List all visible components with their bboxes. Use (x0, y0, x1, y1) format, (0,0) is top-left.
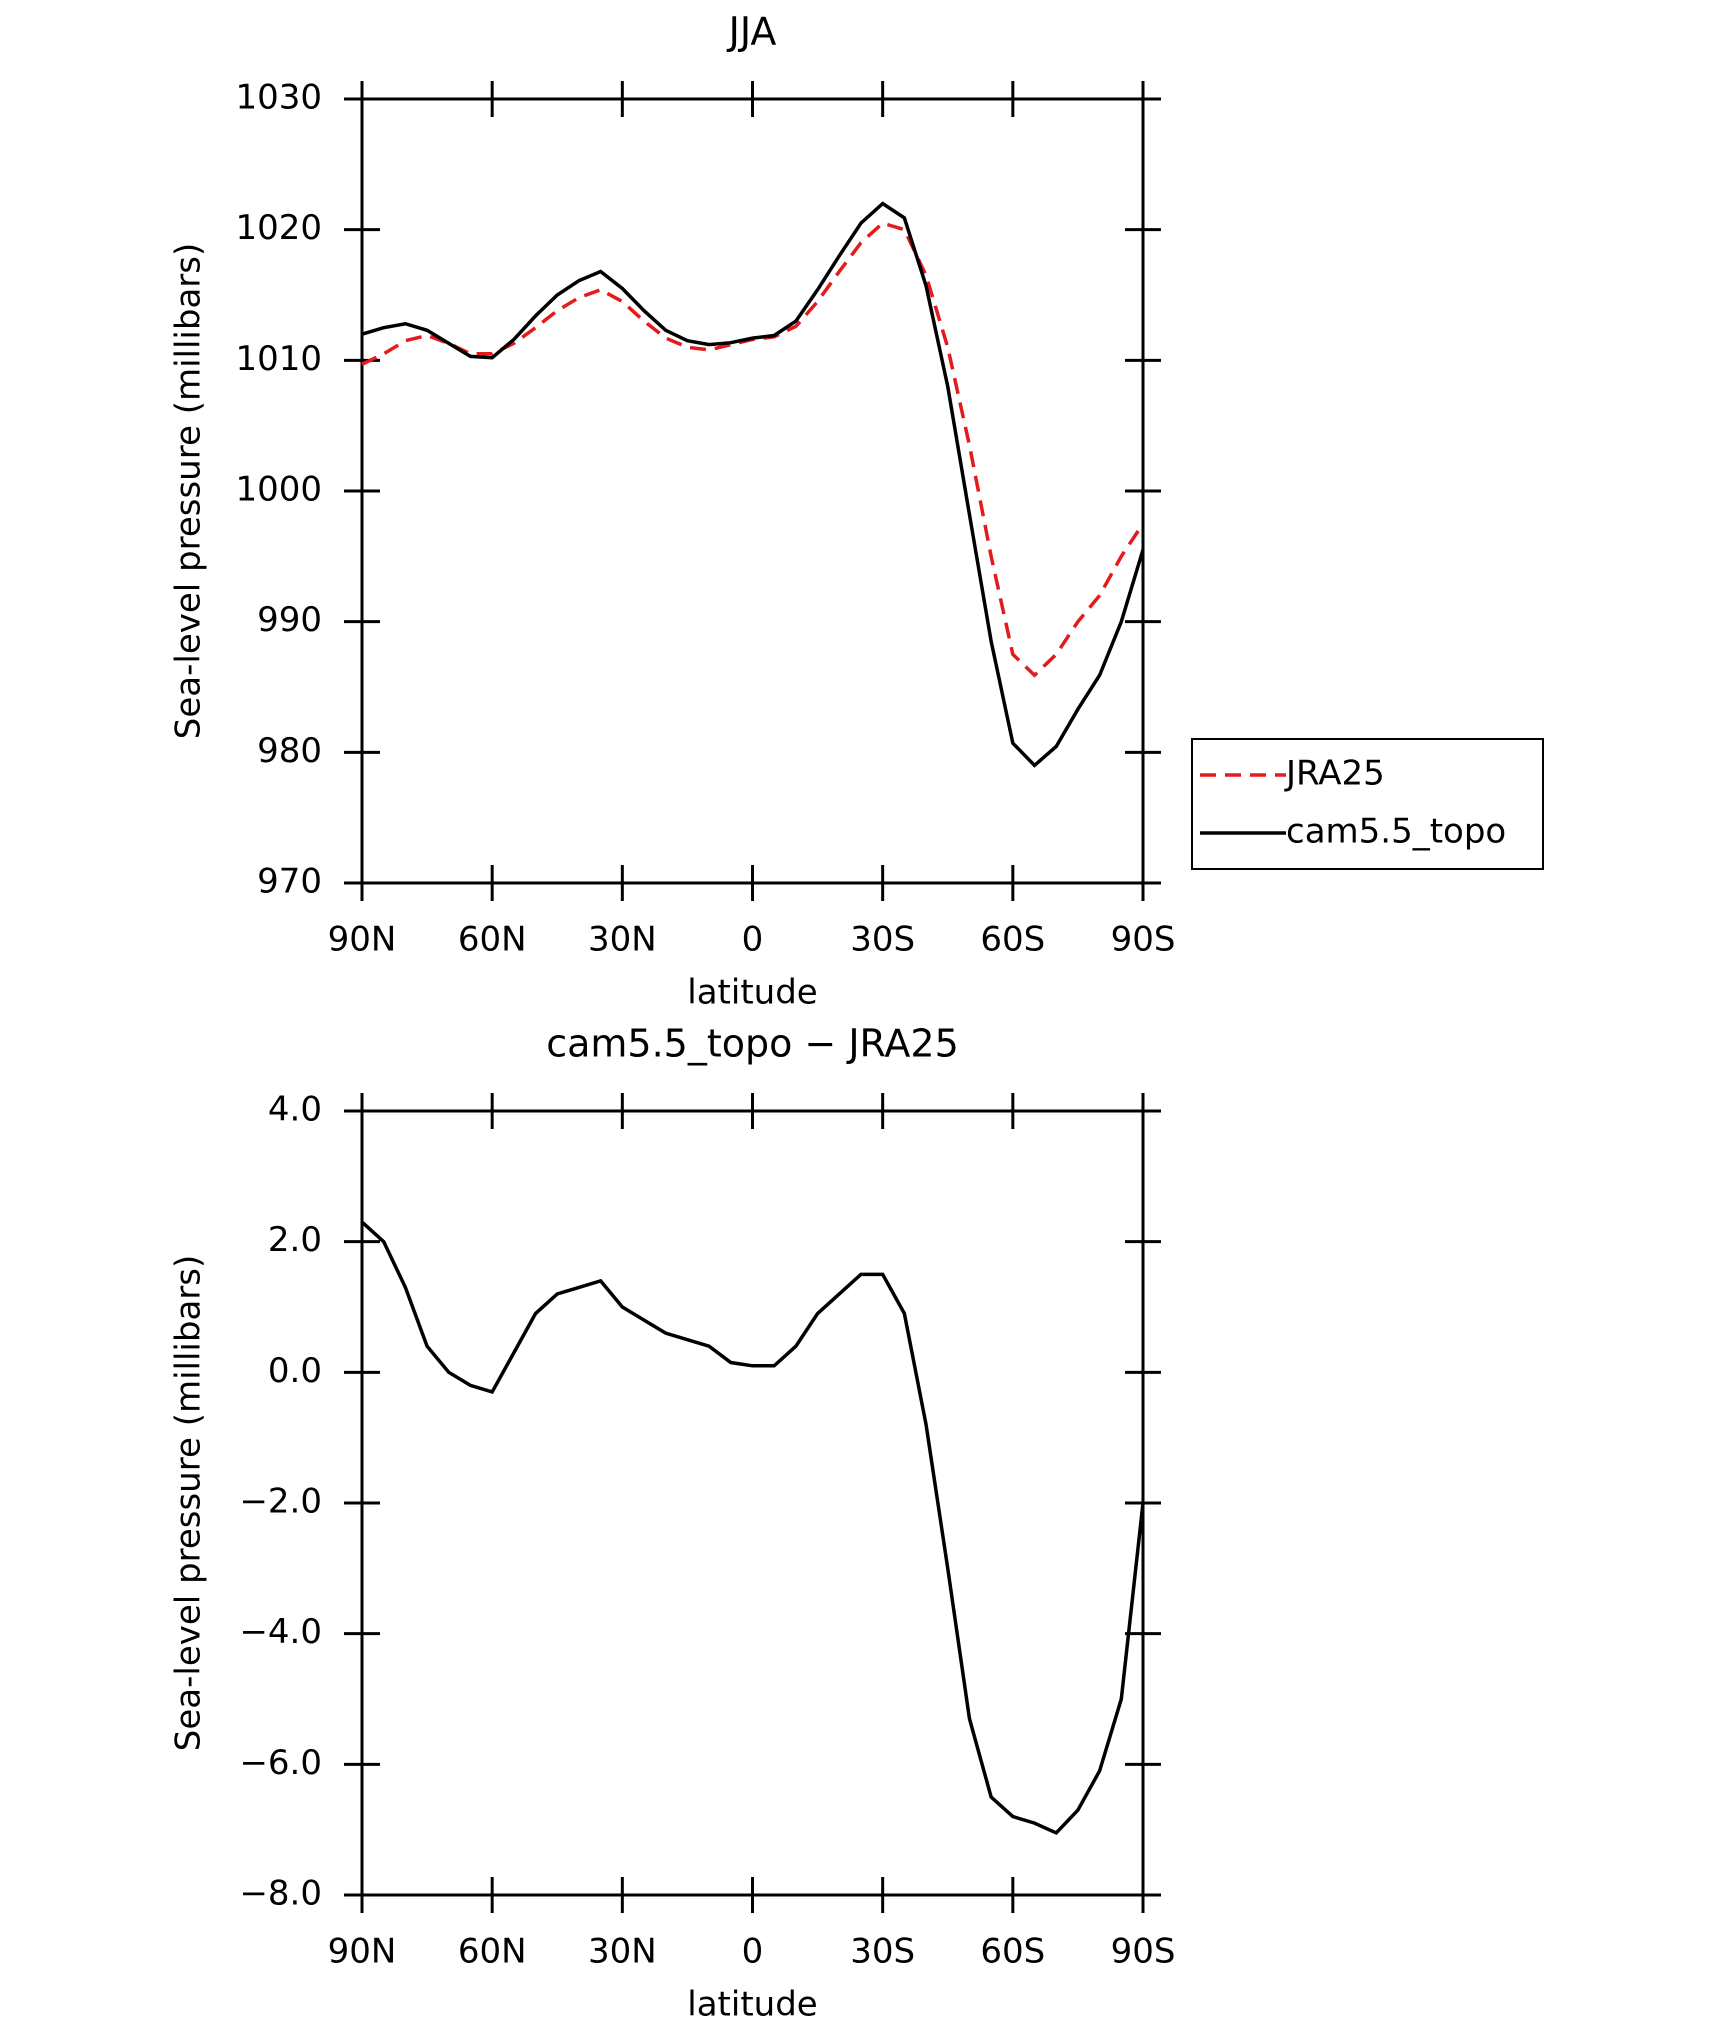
x-tick-label: 30N (588, 920, 657, 960)
x-axis-label: latitude (687, 1985, 817, 2021)
y-tick-label: −6.0 (239, 1743, 322, 1783)
y-tick-label: 1010 (235, 339, 322, 379)
y-tick-label: −2.0 (239, 1482, 322, 1522)
x-tick-label: 90N (328, 1932, 397, 1972)
legend-label: cam5.5_topo (1286, 812, 1506, 852)
x-tick-label: 60N (458, 1932, 527, 1972)
legend-box (1191, 738, 1544, 870)
y-tick-label: 4.0 (268, 1090, 322, 1130)
y-tick-label: −4.0 (239, 1612, 322, 1652)
y-axis-label: Sea-level pressure (millibars) (169, 243, 209, 739)
y-tick-label: 970 (257, 862, 322, 902)
x-tick-label: 30N (588, 1932, 657, 1972)
series-line (361, 221, 1145, 678)
x-tick-label: 30S (850, 1932, 915, 1972)
y-tick-label: 0.0 (268, 1351, 322, 1391)
chart-title: cam5.5_topo − JRA25 (546, 1022, 959, 1066)
x-tick-label: 0 (742, 920, 764, 960)
x-tick-label: 90S (1111, 1932, 1176, 1972)
y-tick-label: 1000 (235, 470, 322, 510)
x-tick-label: 60S (980, 920, 1045, 960)
y-tick-label: 980 (257, 731, 322, 771)
x-tick-label: 30S (850, 920, 915, 960)
x-tick-label: 90S (1111, 920, 1176, 960)
y-tick-label: 2.0 (268, 1220, 322, 1260)
x-tick-label: 90N (328, 920, 397, 960)
series-line (361, 201, 1145, 768)
series-line (360, 1220, 1145, 1836)
y-tick-label: −8.0 (239, 1874, 322, 1914)
x-tick-label: 0 (742, 1932, 764, 1972)
legend-label: JRA25 (1284, 754, 1385, 794)
y-axis-label: Sea-level pressure (millibars) (169, 1255, 209, 1751)
x-axis-label: latitude (687, 973, 817, 1013)
y-tick-label: 1030 (235, 78, 322, 118)
x-tick-label: 60S (980, 1932, 1045, 1972)
y-tick-label: 990 (257, 600, 322, 640)
plot-frame (360, 97, 1145, 885)
plot-frame (360, 1109, 1145, 1897)
x-tick-label: 60N (458, 920, 527, 960)
y-tick-label: 1020 (235, 208, 322, 248)
chart-title: JJA (727, 10, 777, 54)
